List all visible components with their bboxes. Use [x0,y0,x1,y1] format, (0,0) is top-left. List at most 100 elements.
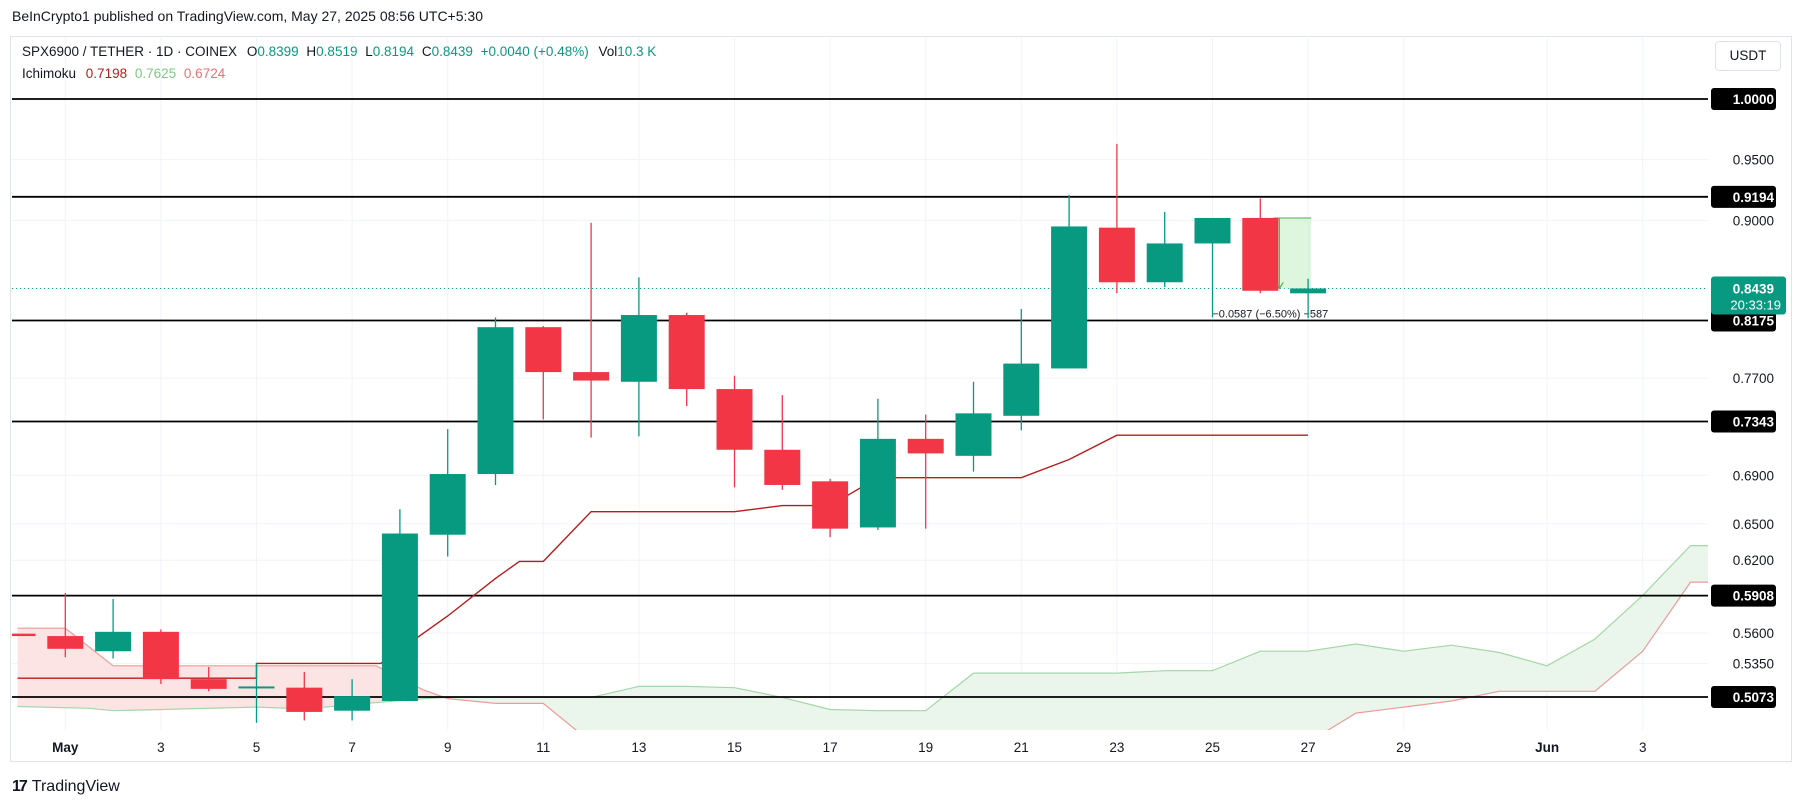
time-tick-label: 23 [1109,740,1124,755]
measure-tool: −0.0587 (−6.50%) −587 [1212,217,1328,320]
candle [286,671,323,721]
level-badge-bg [1711,686,1776,708]
candle [668,312,705,407]
candle-body [47,636,84,649]
publisher-line: BeInCrypto1 published on TradingView.com… [12,8,483,24]
legend-symbol-row: SPX6900 / TETHER · 1D · COINEX O0.8399 H… [22,44,656,59]
candle [381,509,418,702]
candle-body [381,533,418,702]
tradingview-logo[interactable]: 17 TradingView [12,778,120,796]
time-tick-label: 3 [1639,740,1647,755]
time-tick-label: Jun [1535,740,1559,755]
level-badge: 0.5073 [1711,686,1776,708]
price-axis: 0.9500 0.9000 0.7700 0.6900 0.6500 0.6200 0.56… [1733,153,1774,672]
candle-body [429,474,466,535]
conversion-line-layer [17,434,1309,679]
candle-body [12,633,36,637]
time-tick-label: 7 [348,740,356,755]
level-badge-text: 0.5073 [1733,690,1775,705]
high-label: H [306,44,317,59]
candle [47,592,84,658]
candle-body [477,327,514,475]
candle-body [1146,243,1183,283]
close-label: C [421,44,432,59]
level-badge-bg [1711,309,1776,332]
leading-span-a [17,545,1708,712]
candle-body [955,413,992,456]
time-tick-label: 13 [631,740,646,755]
price-tick-label: 0.5600 [1733,626,1774,641]
ichimoku-value-3: 0.6724 [183,66,226,81]
candle-body [1003,363,1040,416]
candle [716,375,753,488]
candle-body [859,438,896,528]
cloud-fill [17,545,1708,730]
indicator-name: Ichimoku [22,66,77,81]
low-label: L [365,44,373,59]
candle [1146,211,1183,288]
candle [142,629,179,685]
time-tick-label: 29 [1396,740,1411,755]
price-badges: 1.0000 0.9194 0.8175 0.7343 0.5908 0.5073 0.84… [1711,88,1786,708]
candle-body [812,481,849,529]
candle [238,663,275,723]
candle [12,633,36,637]
candle [1194,217,1231,318]
time-tick-label: 3 [157,740,165,755]
candle-body [1098,227,1135,283]
time-tick-label: 15 [727,740,742,755]
candle-body [764,449,801,485]
time-tick-label: 21 [1014,740,1029,755]
candle-body [573,372,610,381]
grid-layer [12,38,1708,730]
time-tick-label: May [52,740,79,755]
level-badge-bg [1711,410,1776,433]
candle [477,317,514,485]
candle [1051,194,1088,369]
level-badge: 0.7343 [1711,410,1776,433]
countdown-timer: 20:33:19 [1730,297,1781,312]
price-tick-label: 0.7700 [1733,371,1774,386]
last-price-value: 0.8439 [1733,281,1774,296]
ichimoku-cloud [17,545,1708,730]
candle-body [1242,217,1279,291]
level-badge-text: 0.5908 [1733,589,1775,604]
price-tick-label: 0.5350 [1733,656,1774,671]
high-value: 0.8519 [316,44,358,59]
leading-span-b [17,581,1708,730]
low-value: 0.8194 [372,44,415,59]
currency-button[interactable]: USDT [1715,41,1781,71]
candle-body [1051,226,1088,369]
candle-body [716,389,753,450]
level-badge: 0.8175 [1711,309,1776,332]
time-tick-label: 27 [1301,740,1316,755]
measure-label: −0.0587 (−6.50%) −587 [1212,308,1328,320]
volume-value: 10.3 K [617,44,657,59]
price-tick-label: 0.6900 [1733,468,1774,483]
candle-body [1194,217,1231,244]
level-badge-bg [1711,185,1776,208]
level-badge-text: 0.9194 [1733,190,1775,205]
level-badge-bg [1711,584,1776,607]
time-tick-label: 11 [536,740,550,755]
level-badge: 0.5908 [1711,584,1776,607]
candle [334,679,371,721]
candle-body [190,679,227,689]
candle [95,599,132,659]
candle [907,414,944,529]
price-tick-label: 0.6500 [1733,517,1774,532]
candle-body [334,696,371,711]
candle [525,325,562,420]
last-price-bg [1711,276,1786,315]
candle [1290,278,1327,319]
time-tick-label: 5 [253,740,261,755]
price-tick-label: 0.9500 [1733,153,1774,168]
candle [620,277,657,437]
open-value: 0.8399 [257,44,299,59]
chart-frame [10,36,1792,762]
volume-label: Vol [598,44,618,59]
open-label: O [246,44,258,59]
cloud-fill-bearish [17,628,448,711]
candle-body [286,687,323,712]
